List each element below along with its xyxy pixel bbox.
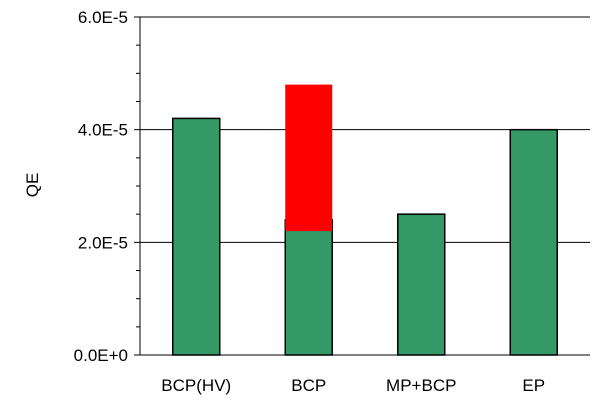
y-tick-label: 0.0E+0 (74, 346, 128, 365)
overlay-range-bar (285, 84, 333, 232)
x-tick-label: MP+BCP (386, 376, 456, 395)
y-tick-label: 4.0E-5 (78, 121, 128, 140)
bar-mp-bcp (397, 213, 446, 356)
bar-bcp-hv- (172, 117, 221, 356)
y-tick-label: 2.0E-5 (78, 233, 128, 252)
y-axis-title: QE (23, 173, 42, 198)
bar-bcp (284, 219, 333, 356)
labels-layer: 0.0E+0 2.0E-5 4.0E-5 6.0E-5 BCP(HV) BCP MP+BCP… (74, 8, 545, 395)
y-tick-label: 6.0E-5 (78, 8, 128, 27)
x-tick-label: EP (522, 376, 545, 395)
bar-ep (509, 128, 558, 356)
axis-layer (134, 16, 590, 356)
x-tick-label: BCP(HV) (161, 376, 231, 395)
x-tick-label: BCP (291, 376, 326, 395)
bars-layer (172, 84, 558, 356)
